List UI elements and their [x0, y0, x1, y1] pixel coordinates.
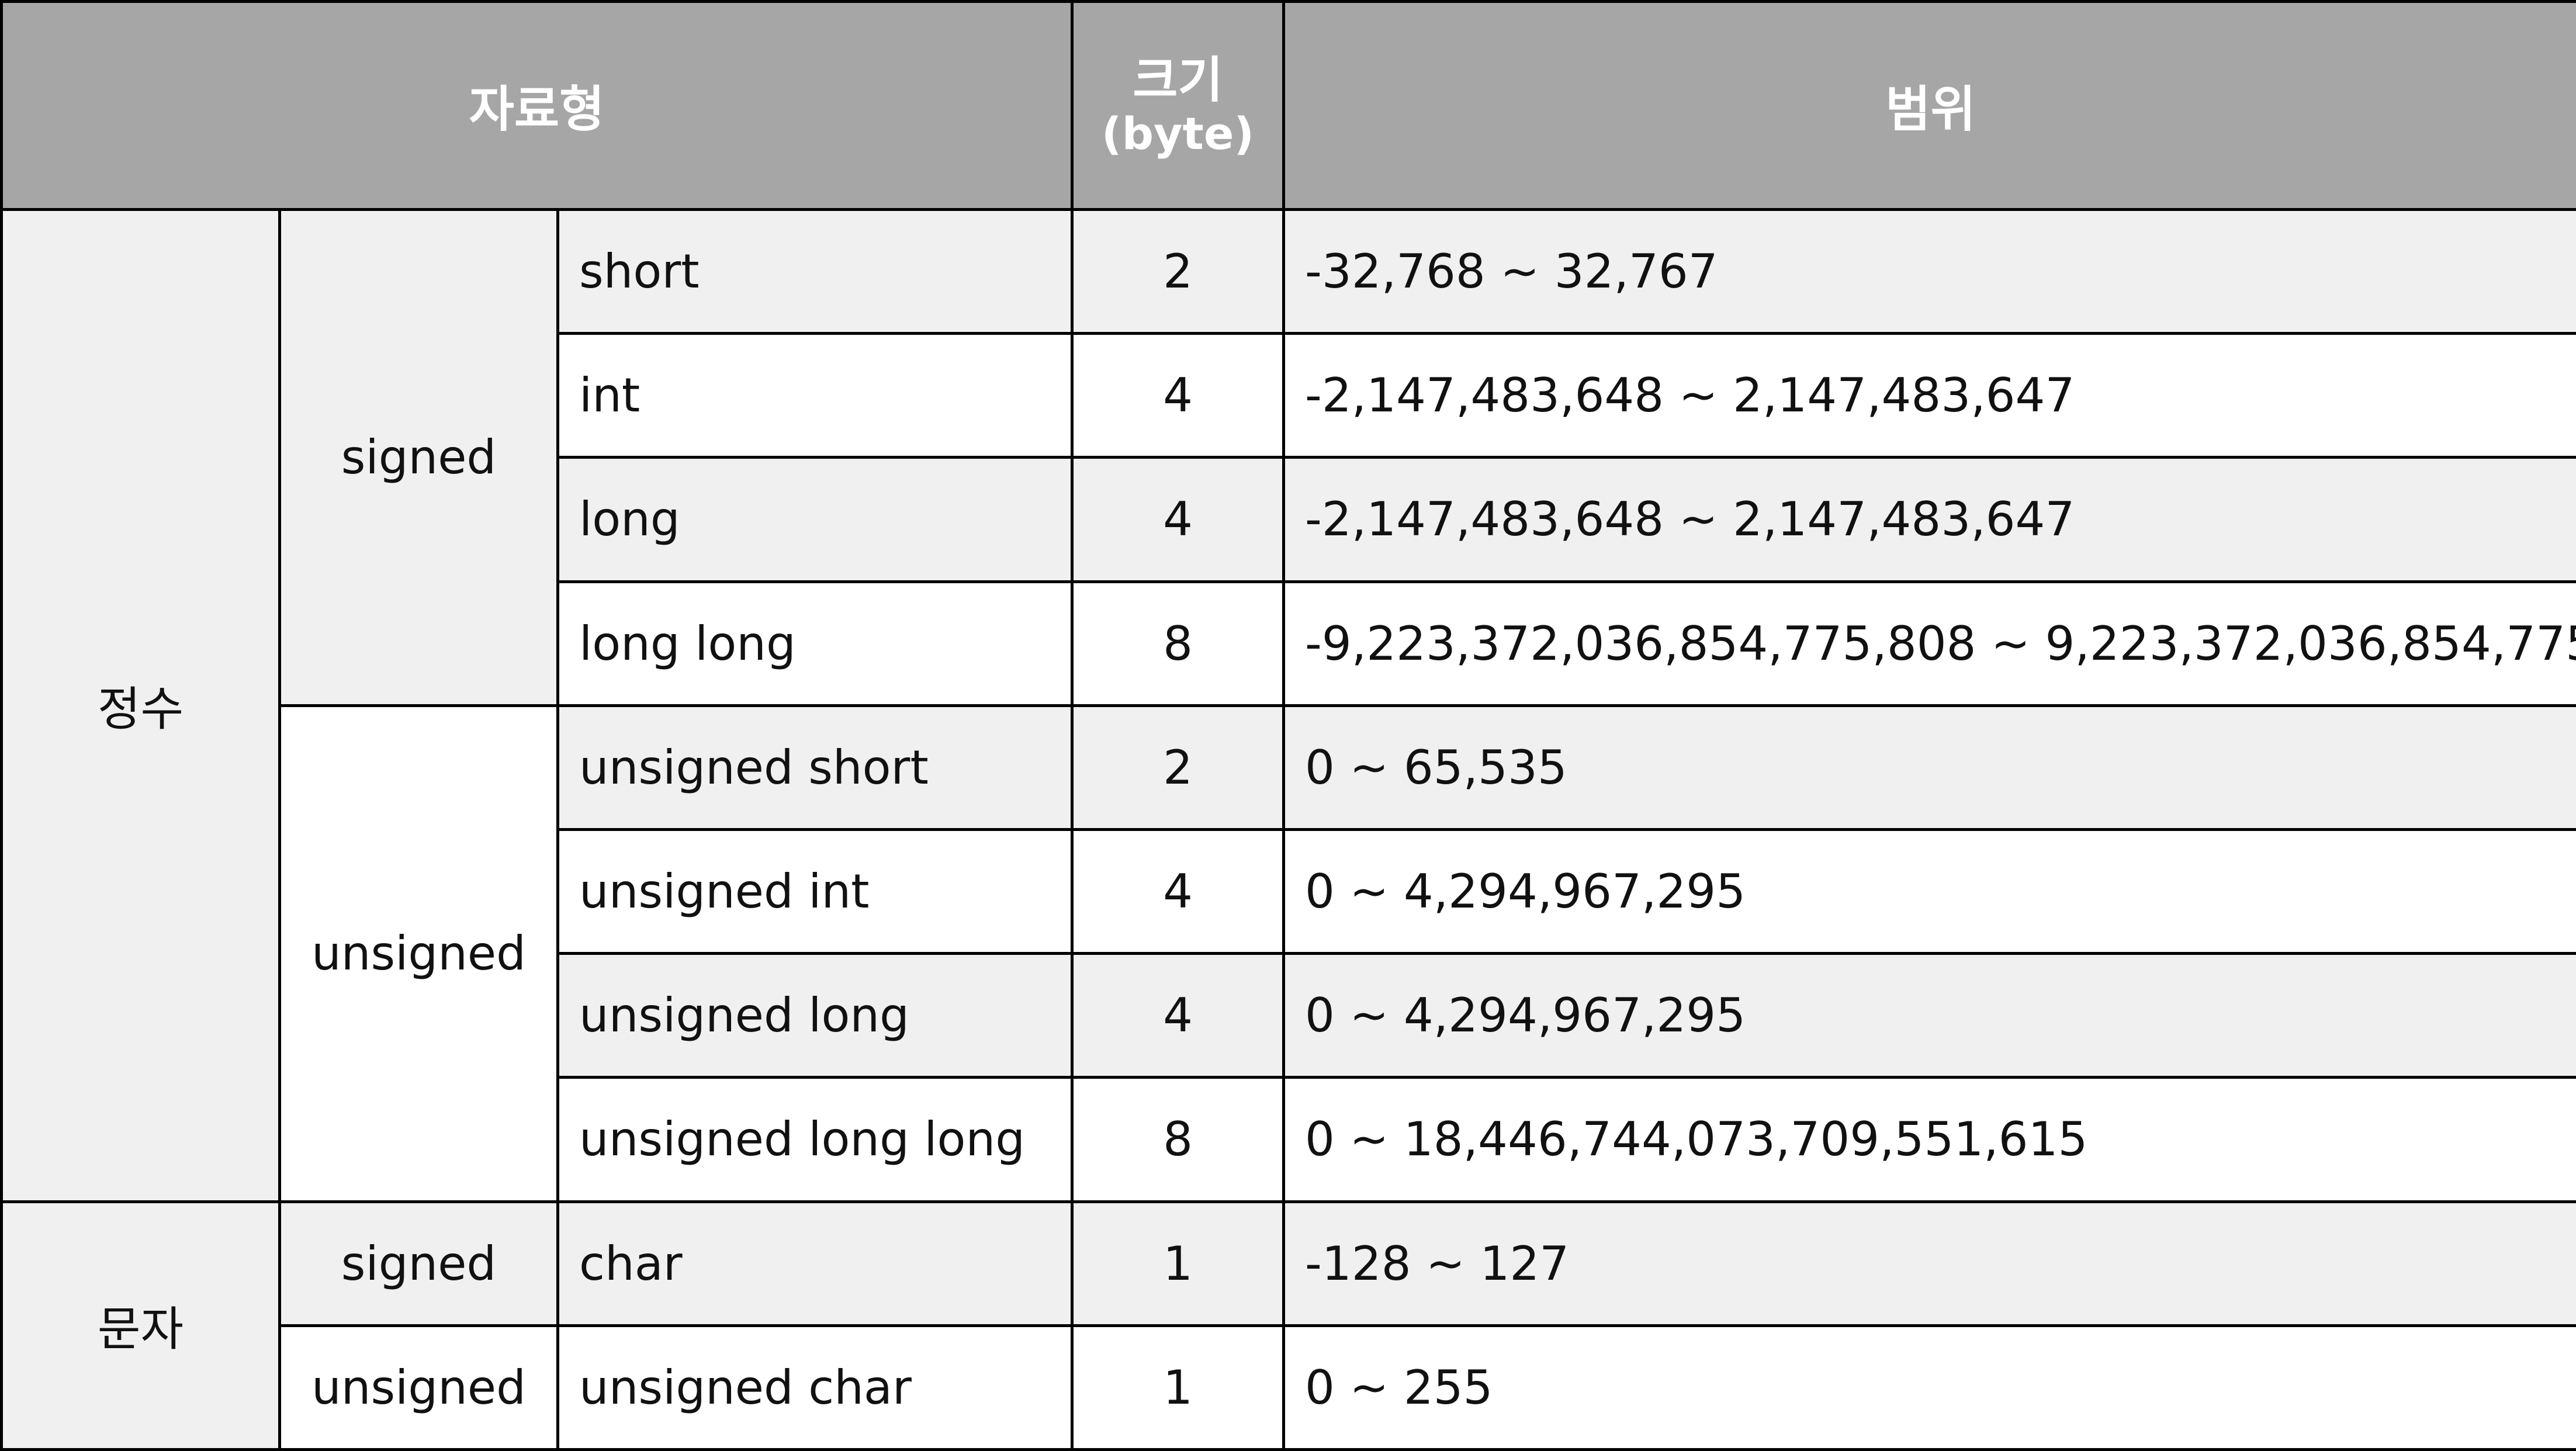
type-size-cell: 2 [1071, 704, 1286, 831]
header-size-label: 크기 [1133, 51, 1223, 109]
header-size: 크기 (byte) [1071, 0, 1286, 211]
signedness-integer-unsigned: unsigned [278, 704, 559, 1203]
signedness-char-signed: signed [278, 1200, 559, 1327]
table-row: long long 8 -9,223,372,036,854,775,808 ~… [2, 580, 2576, 707]
type-range-cell: 0 ~ 4,294,967,295 [1282, 952, 2576, 1079]
type-range-cell: -2,147,483,648 ~ 2,147,483,647 [1282, 456, 2576, 583]
type-name-cell: int [556, 332, 1074, 459]
type-size-cell: 4 [1071, 332, 1286, 459]
type-size-cell: 8 [1071, 580, 1286, 707]
table-row: unsigned int 4 0 ~ 4,294,967,295 [2, 827, 2576, 955]
type-size-cell: 4 [1071, 827, 1286, 955]
table-row: unsigned unsigned short 2 0 ~ 65,535 [2, 704, 2576, 1203]
type-name-cell: unsigned long [556, 952, 1074, 1079]
type-name-cell: unsigned long long [556, 1076, 1074, 1203]
header-data-type: 자료형 [0, 0, 1074, 211]
header-size-unit: (byte) [1101, 108, 1255, 160]
header-range: 범위 [1282, 0, 2576, 211]
type-range-cell: 0 ~ 4,294,967,295 [1282, 827, 2576, 955]
type-name-cell: unsigned int [556, 827, 1074, 955]
table-row: unsigned long 4 0 ~ 4,294,967,295 [2, 952, 2576, 1079]
header-row: 자료형 크기 (byte) 범위 [0, 0, 2576, 211]
table-row: unsigned unsigned char 1 0 ~ 255 [2, 1324, 2576, 1451]
table-row: int 4 -2,147,483,648 ~ 2,147,483,647 [2, 332, 2576, 459]
type-name-cell: long long [556, 580, 1074, 707]
type-name-cell: long [556, 456, 1074, 583]
type-name-cell: unsigned short [556, 704, 1074, 831]
type-size-cell: 2 [1071, 207, 1286, 335]
type-range-cell: -9,223,372,036,854,775,808 ~ 9,223,372,0… [1282, 580, 2576, 707]
type-range-cell: -2,147,483,648 ~ 2,147,483,647 [1282, 332, 2576, 459]
category-integer: 정수 [0, 208, 281, 1203]
type-range-cell: -128 ~ 127 [1282, 1200, 2576, 1327]
type-name-cell: short [556, 207, 1074, 335]
table-row: 문자 signed char 1 -128 ~ 127 [0, 1200, 2576, 1451]
table-row: unsigned long long 8 0 ~ 18,446,744,073,… [2, 1076, 2576, 1203]
type-size-cell: 4 [1071, 456, 1286, 583]
type-name-cell: unsigned char [556, 1324, 1074, 1451]
signedness-char-unsigned: unsigned [278, 1324, 559, 1451]
type-range-cell: 0 ~ 255 [1282, 1324, 2576, 1451]
type-range-cell: 0 ~ 18,446,744,073,709,551,615 [1282, 1076, 2576, 1203]
type-size-cell: 1 [1071, 1200, 1286, 1327]
type-name-cell: char [556, 1200, 1074, 1327]
type-range-cell: 0 ~ 65,535 [1282, 704, 2576, 831]
table-row: 정수 signed short 2 -32,768 ~ 32,767 [0, 207, 2576, 1203]
type-size-cell: 1 [1071, 1324, 1286, 1451]
signedness-integer-signed: signed [278, 208, 559, 707]
type-range-cell: -32,768 ~ 32,767 [1282, 207, 2576, 335]
type-size-cell: 4 [1071, 952, 1286, 1079]
type-size-cell: 8 [1071, 1076, 1286, 1203]
table-row: long 4 -2,147,483,648 ~ 2,147,483,647 [2, 456, 2576, 583]
category-character: 문자 [0, 1200, 281, 1451]
